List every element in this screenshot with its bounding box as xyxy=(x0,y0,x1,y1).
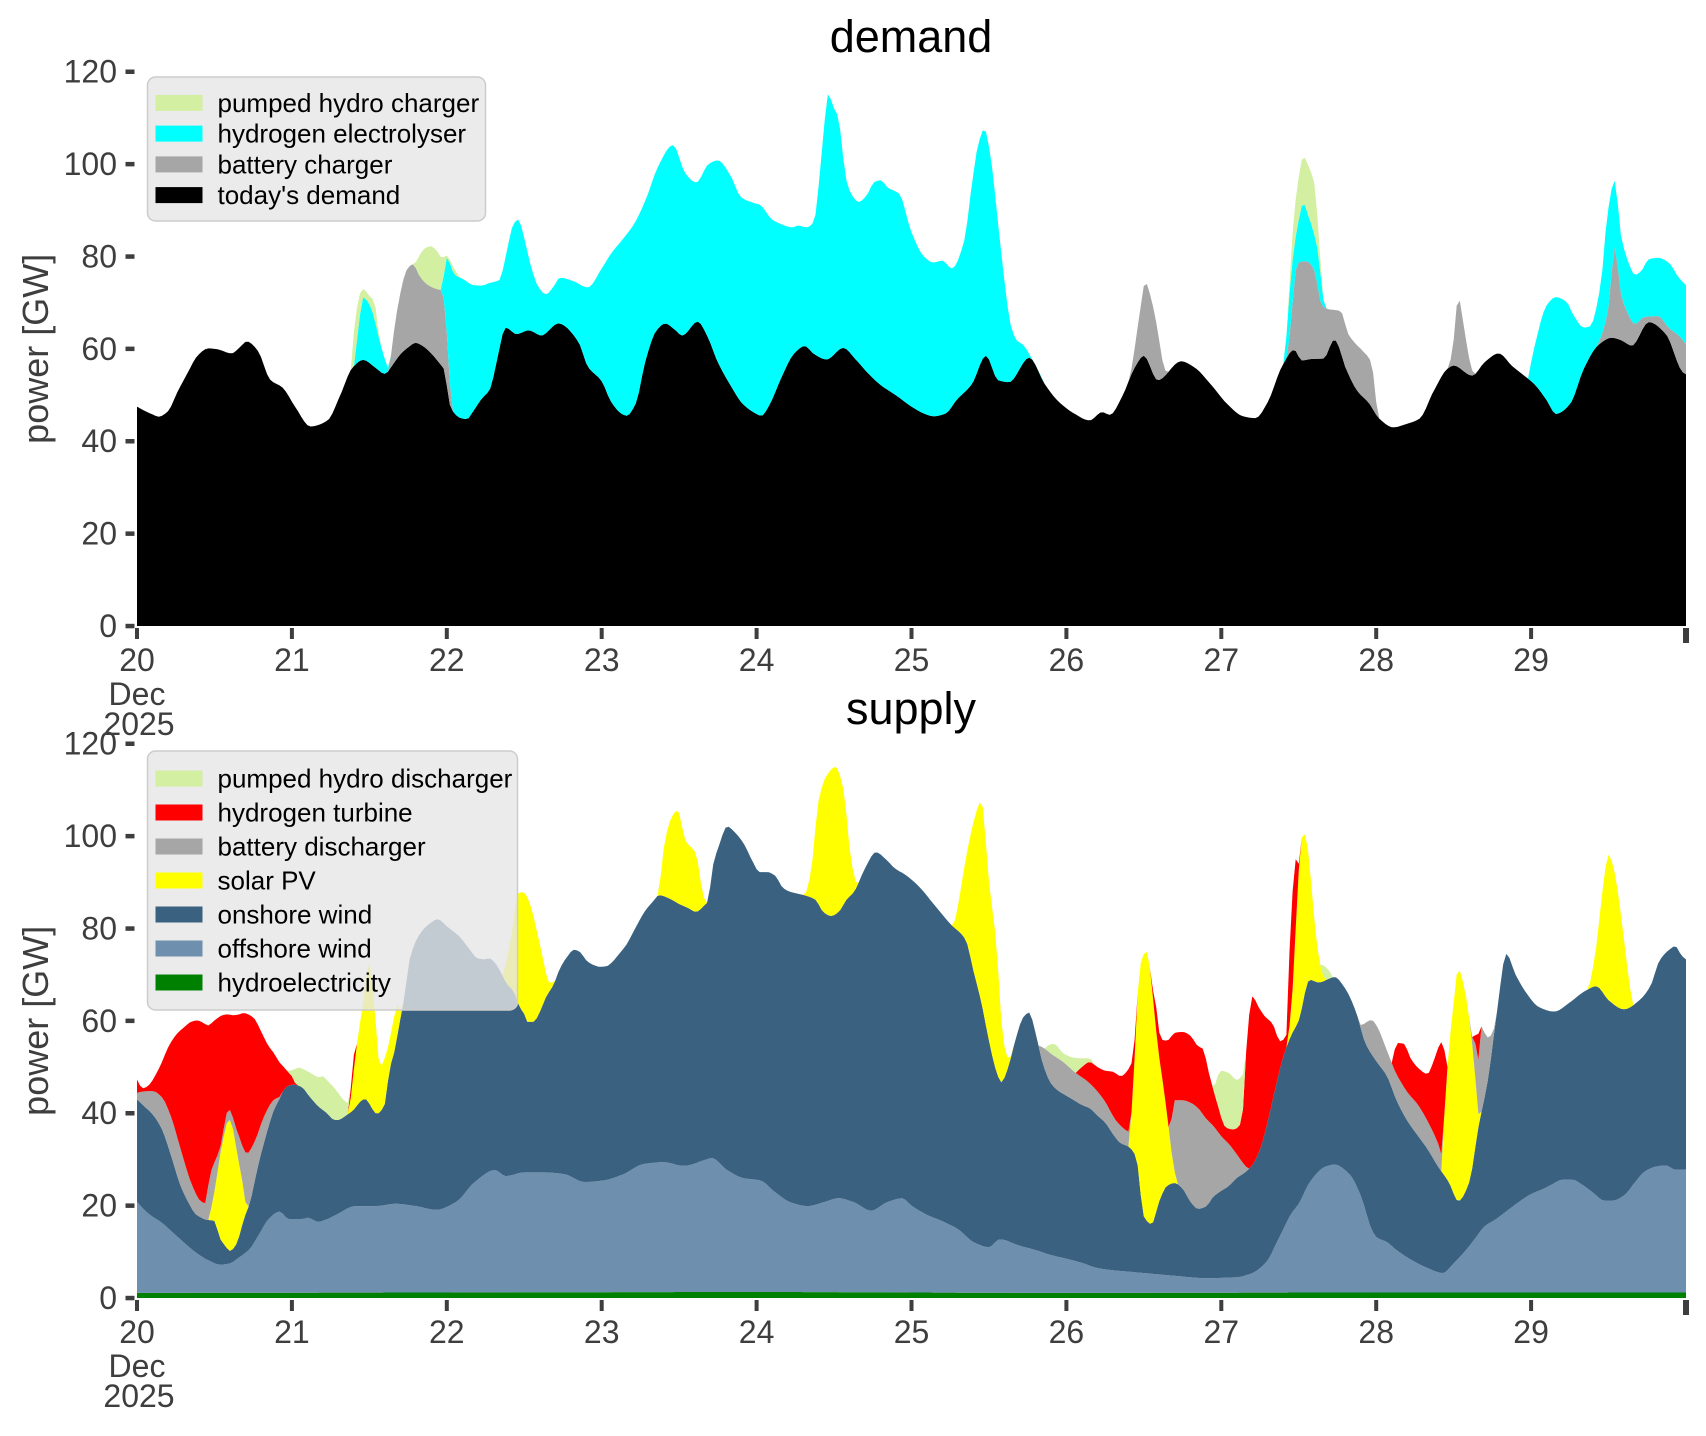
svg-text:pumped hydro charger: pumped hydro charger xyxy=(218,88,480,118)
svg-text:2025: 2025 xyxy=(103,706,174,742)
svg-text:23: 23 xyxy=(584,1314,620,1350)
svg-text:23: 23 xyxy=(584,642,620,678)
svg-text:20: 20 xyxy=(81,516,117,552)
svg-text:Dec: Dec xyxy=(109,676,166,712)
svg-text:hydrogen electrolyser: hydrogen electrolyser xyxy=(218,119,467,149)
svg-text:power [GW]: power [GW] xyxy=(15,926,56,1116)
svg-text:supply: supply xyxy=(846,683,977,734)
svg-text:60: 60 xyxy=(81,1003,117,1039)
svg-text:21: 21 xyxy=(274,642,310,678)
svg-text:22: 22 xyxy=(429,642,465,678)
svg-text:80: 80 xyxy=(81,911,117,947)
svg-text:battery charger: battery charger xyxy=(218,149,393,179)
svg-text:27: 27 xyxy=(1204,1314,1240,1350)
svg-text:21: 21 xyxy=(274,1314,310,1350)
svg-text:pumped hydro discharger: pumped hydro discharger xyxy=(218,764,513,794)
svg-text:battery discharger: battery discharger xyxy=(218,832,426,862)
svg-text:29: 29 xyxy=(1513,642,1549,678)
svg-text:40: 40 xyxy=(81,1095,117,1131)
svg-text:40: 40 xyxy=(81,423,117,459)
svg-text:power [GW]: power [GW] xyxy=(15,254,56,444)
svg-text:26: 26 xyxy=(1049,1314,1085,1350)
svg-text:27: 27 xyxy=(1204,642,1240,678)
svg-text:0: 0 xyxy=(99,608,117,644)
svg-text:26: 26 xyxy=(1049,642,1085,678)
svg-text:22: 22 xyxy=(429,1314,465,1350)
svg-text:100: 100 xyxy=(64,818,117,854)
svg-text:20: 20 xyxy=(119,1314,155,1350)
svg-text:25: 25 xyxy=(894,642,930,678)
svg-text:0: 0 xyxy=(99,1280,117,1316)
svg-text:60: 60 xyxy=(81,331,117,367)
svg-text:20: 20 xyxy=(81,1188,117,1224)
svg-text:2025: 2025 xyxy=(103,1378,174,1414)
svg-text:solar PV: solar PV xyxy=(218,866,317,896)
svg-text:25: 25 xyxy=(894,1314,930,1350)
svg-text:hydrogen turbine: hydrogen turbine xyxy=(218,798,413,828)
svg-text:80: 80 xyxy=(81,239,117,275)
svg-text:28: 28 xyxy=(1358,1314,1394,1350)
svg-text:hydroelectricity: hydroelectricity xyxy=(218,968,391,998)
svg-text:24: 24 xyxy=(739,642,775,678)
svg-text:offshore wind: offshore wind xyxy=(218,934,372,964)
svg-text:today's demand: today's demand xyxy=(218,180,401,210)
svg-text:Dec: Dec xyxy=(109,1348,166,1384)
svg-text:100: 100 xyxy=(64,146,117,182)
svg-text:29: 29 xyxy=(1513,1314,1549,1350)
svg-text:28: 28 xyxy=(1358,642,1394,678)
svg-text:demand: demand xyxy=(830,11,993,62)
svg-text:120: 120 xyxy=(64,54,117,90)
svg-text:onshore wind: onshore wind xyxy=(218,900,373,930)
svg-text:20: 20 xyxy=(119,642,155,678)
svg-text:120: 120 xyxy=(64,726,117,762)
svg-text:24: 24 xyxy=(739,1314,775,1350)
